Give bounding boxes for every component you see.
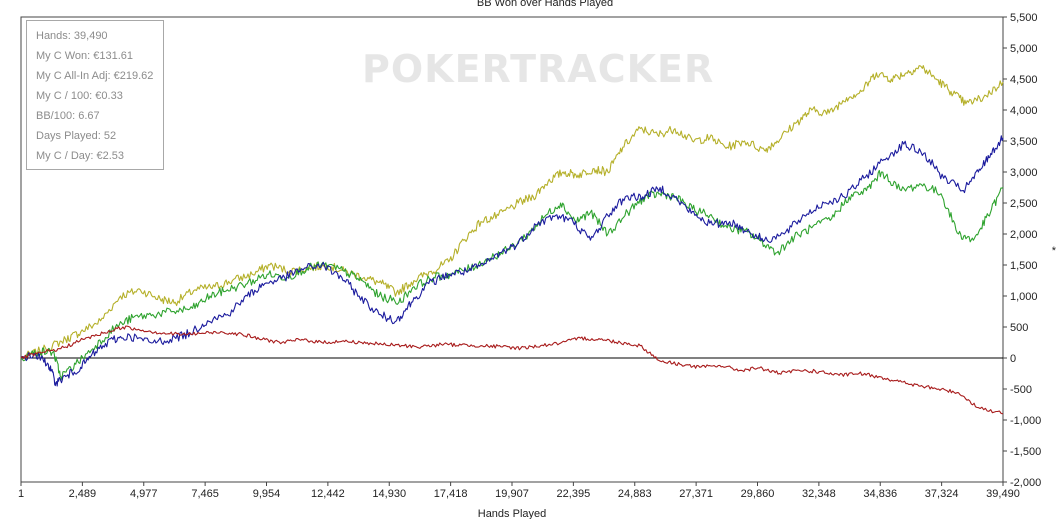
x-axis-label: Hands Played xyxy=(478,508,547,519)
watermark-text: POKERTRACKER xyxy=(362,47,714,91)
hands-stat: Hands: 39,490 xyxy=(36,30,108,42)
y-tick-label: -2,000 xyxy=(1010,477,1041,489)
x-tick-label: 12,442 xyxy=(311,488,345,500)
series-line-1 xyxy=(20,65,1004,359)
x-tick-label: 1 xyxy=(18,488,24,500)
y-tick-label: -500 xyxy=(1010,384,1032,396)
y-tick-label: 5,500 xyxy=(1010,12,1038,24)
y-axis-label: * xyxy=(1052,245,1057,257)
x-tick-label: 37,324 xyxy=(925,488,959,500)
y-tick-label: -1,000 xyxy=(1010,415,1041,427)
series-lines xyxy=(20,65,1004,415)
y-tick-label: 4,000 xyxy=(1010,105,1038,117)
stats-info-box: Hands: 39,490 My C Won: €131.61 My C All… xyxy=(26,20,164,170)
series-line-3 xyxy=(20,135,1004,387)
x-tick-label: 17,418 xyxy=(434,488,468,500)
chart-title: BB Won over Hands Played xyxy=(477,0,613,9)
y-tick-label: 0 xyxy=(1010,353,1016,365)
days-played-stat: Days Played: 52 xyxy=(36,130,117,142)
x-tick-label: 9,954 xyxy=(253,488,281,500)
y-tick-label: 5,000 xyxy=(1010,43,1038,55)
y-tick-label: 2,000 xyxy=(1010,229,1038,241)
y-axis-ticks: -2,000 -1,500 -1,000 -500 0 500 1,000 1,500 2,00… xyxy=(1003,12,1041,489)
y-tick-label: 1,500 xyxy=(1010,260,1038,272)
x-axis-ticks: 1 2,489 4,977 7,465 9,954 12,442 14,930 17,418 1… xyxy=(18,482,1020,500)
y-tick-label: 4,500 xyxy=(1010,74,1038,86)
x-tick-label: 27,371 xyxy=(679,488,713,500)
series-line-4 xyxy=(20,325,1004,415)
x-tick-label: 7,465 xyxy=(191,488,219,500)
per-100-stat: My C / 100: €0.33 xyxy=(36,90,123,102)
won-stat: My C Won: €131.61 xyxy=(36,50,134,62)
pokertracker-watermark: POKERTRACKER xyxy=(362,47,714,91)
x-tick-label: 4,977 xyxy=(130,488,158,500)
x-tick-label: 22,395 xyxy=(557,488,591,500)
x-tick-label: 19,907 xyxy=(495,488,529,500)
x-tick-label: 24,883 xyxy=(618,488,652,500)
x-tick-label: 2,489 xyxy=(69,488,97,500)
y-tick-label: 3,500 xyxy=(1010,136,1038,148)
per-day-stat: My C / Day: €2.53 xyxy=(36,150,125,162)
y-tick-label: 1,000 xyxy=(1010,291,1038,303)
y-tick-label: 2,500 xyxy=(1010,198,1038,210)
y-tick-label: 3,000 xyxy=(1010,167,1038,179)
allin-adj-stat: My C All-In Adj: €219.62 xyxy=(36,70,154,82)
x-tick-label: 32,348 xyxy=(802,488,836,500)
y-tick-label: -1,500 xyxy=(1010,446,1041,458)
x-tick-label: 29,860 xyxy=(741,488,775,500)
x-tick-label: 39,490 xyxy=(986,488,1020,500)
x-tick-label: 34,836 xyxy=(863,488,897,500)
x-tick-label: 14,930 xyxy=(372,488,406,500)
y-tick-label: 500 xyxy=(1010,322,1028,334)
bb-per-100-stat: BB/100: 6.67 xyxy=(36,110,100,122)
